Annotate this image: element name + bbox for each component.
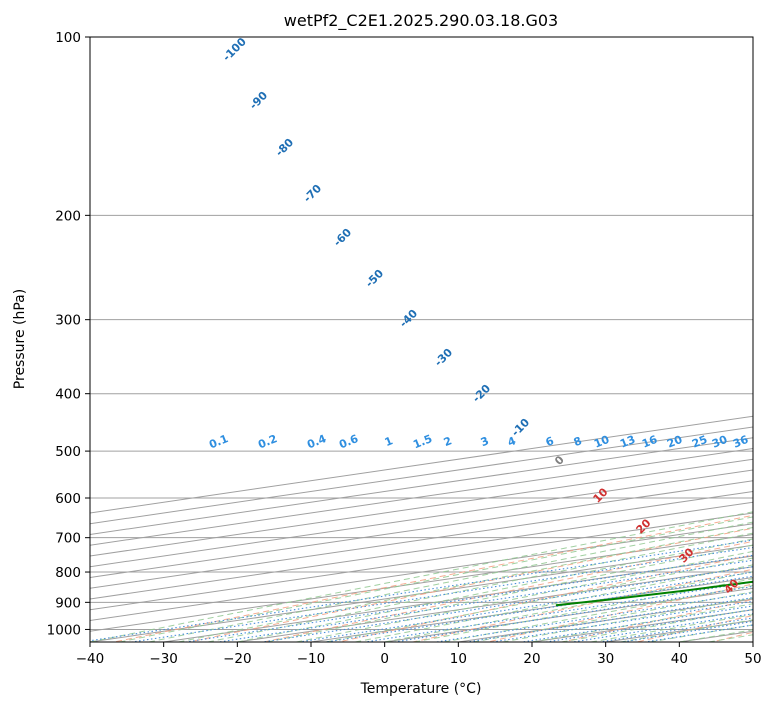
mixing-ratio-label: 1.5 bbox=[411, 432, 434, 451]
mixing-ratio-line bbox=[262, 566, 753, 642]
moist-adiabat-label: 30 bbox=[677, 545, 697, 565]
moist-adiabat-line bbox=[178, 526, 753, 642]
isotherm-line bbox=[90, 458, 753, 557]
moist-adiabat-line bbox=[119, 516, 753, 642]
y-tick-label: 500 bbox=[55, 444, 81, 460]
sounding-traces bbox=[555, 580, 753, 607]
isotherm-line bbox=[90, 437, 753, 535]
isotherm-line bbox=[90, 447, 753, 546]
mixing-ratio-label: 16 bbox=[640, 433, 659, 451]
isotherm-label: -40 bbox=[397, 307, 420, 330]
moist-adiabat-line bbox=[708, 634, 753, 642]
isotherm-label: -80 bbox=[273, 136, 296, 159]
dry-adiabat-line bbox=[562, 598, 753, 642]
chart-title: wetPf2_C2E1.2025.290.03.18.G03 bbox=[284, 11, 558, 31]
mixing-ratio-line bbox=[436, 592, 753, 642]
mixing-ratio-label: 0.4 bbox=[305, 432, 328, 451]
isotherm-label: -70 bbox=[301, 182, 324, 205]
moist-adiabat-line bbox=[443, 584, 753, 642]
x-tick-label: −10 bbox=[297, 651, 326, 667]
isotherm-line bbox=[384, 587, 753, 642]
y-tick-label: 900 bbox=[55, 595, 81, 611]
moist-adiabat-line bbox=[148, 521, 753, 642]
line-labels: -100-90-80-70-60-50-40-30-20-1000.1 0.2 0.… bbox=[207, 35, 750, 597]
mixing-ratio-label: 36 bbox=[731, 433, 750, 451]
mixing-ratio-line bbox=[522, 605, 753, 642]
moist-adiabat-line bbox=[266, 544, 753, 642]
isotherm-line bbox=[90, 426, 753, 525]
dry-adiabat-line bbox=[188, 527, 753, 642]
mixing-ratio-line bbox=[467, 597, 753, 642]
isotherm-line bbox=[90, 523, 753, 622]
x-tick-label: 0 bbox=[380, 651, 389, 667]
plot-frame bbox=[89, 36, 754, 643]
moist-adiabat-line bbox=[237, 538, 753, 642]
x-tick-label: 20 bbox=[523, 651, 540, 667]
x-tick-label: −30 bbox=[149, 651, 178, 667]
moist-adiabat-line bbox=[90, 511, 753, 642]
mixing-ratio-label: 2 bbox=[442, 434, 454, 449]
isotherm-label: -30 bbox=[432, 346, 455, 369]
isotherm-label: -50 bbox=[363, 267, 386, 290]
axes: −40 −30 −20 −10 0 10 20 30 40 50 100 200 300 400 500 60… bbox=[47, 30, 762, 667]
isotherm-label: -90 bbox=[247, 89, 270, 112]
moist-adiabat-line bbox=[325, 557, 753, 642]
moist-adiabat-line bbox=[561, 608, 753, 642]
moist-adiabat-line bbox=[355, 564, 753, 642]
isotherm-line bbox=[90, 512, 753, 611]
isotherm-label: -100 bbox=[220, 35, 249, 64]
mixing-ratio-line bbox=[218, 559, 753, 642]
isotherm-line bbox=[90, 480, 753, 578]
y-tick-label: 600 bbox=[55, 491, 81, 507]
y-tick-label: 700 bbox=[55, 531, 81, 547]
x-tick-label: −40 bbox=[76, 651, 105, 667]
moist-adiabat-line bbox=[296, 550, 753, 642]
isotherm-line bbox=[458, 598, 753, 642]
mixing-ratio-label: 3 bbox=[479, 434, 491, 449]
isotherm-line bbox=[90, 490, 753, 589]
moist-adiabat-line bbox=[502, 597, 753, 642]
mixing-ratio-label: 30 bbox=[710, 433, 729, 451]
isotherm-line bbox=[90, 469, 753, 568]
isotherm-label: -60 bbox=[331, 226, 354, 249]
x-tick-label: −20 bbox=[223, 651, 252, 667]
x-tick-label: 40 bbox=[671, 651, 688, 667]
x-tick-label: 50 bbox=[744, 651, 761, 667]
mixing-ratio-line bbox=[131, 546, 753, 642]
mixing-ratio-label: 0.1 bbox=[207, 432, 230, 451]
dewpoint-trace bbox=[555, 580, 753, 607]
y-tick-label: 800 bbox=[55, 565, 81, 581]
x-axis-label: Temperature (°C) bbox=[360, 681, 482, 697]
moist-adiabat-label: 10 bbox=[591, 485, 611, 505]
x-tick-label: 10 bbox=[450, 651, 467, 667]
moist-adiabat-line bbox=[207, 532, 753, 642]
isotherm-line bbox=[752, 641, 753, 642]
mixing-ratio-label: 1 bbox=[383, 434, 395, 449]
mixing-ratio-label: 20 bbox=[665, 433, 684, 451]
x-tick-label: 30 bbox=[597, 651, 614, 667]
y-tick-label: 200 bbox=[55, 208, 81, 224]
y-tick-label: 1000 bbox=[47, 622, 81, 638]
moist-adiabat-line bbox=[384, 571, 753, 642]
y-tick-label: 400 bbox=[55, 387, 81, 403]
mixing-ratio-label: 13 bbox=[618, 433, 637, 451]
y-tick-label: 100 bbox=[55, 30, 81, 46]
dry-adiabat-line bbox=[114, 514, 753, 642]
y-axis-label: Pressure (hPa) bbox=[12, 289, 28, 389]
mixing-ratio-line bbox=[90, 539, 753, 642]
background-lines bbox=[90, 37, 753, 642]
mixing-ratio-label: 0.2 bbox=[256, 432, 279, 451]
isotherm-line bbox=[90, 533, 753, 632]
isotherm-line bbox=[90, 501, 753, 600]
mixing-ratio-label: 8 bbox=[572, 434, 584, 449]
mixing-ratio-label: 0.6 bbox=[337, 432, 360, 451]
y-tick-label: 300 bbox=[55, 313, 81, 329]
mixing-ratio-label: 25 bbox=[690, 433, 709, 451]
isotherm-line bbox=[237, 566, 753, 642]
isotherm-label: -20 bbox=[470, 382, 493, 405]
mixing-ratio-label: 10 bbox=[592, 433, 611, 451]
isotherm-line bbox=[90, 415, 753, 514]
